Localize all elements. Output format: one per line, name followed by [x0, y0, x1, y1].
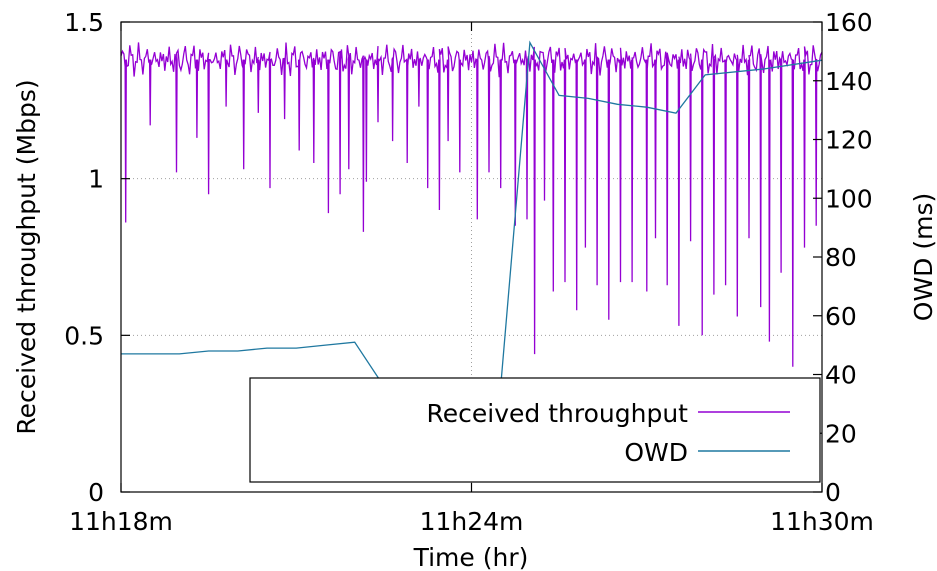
- series-line-received-throughput: [120, 42, 823, 367]
- x-axis-tick-label: 11h30m: [770, 507, 874, 536]
- left-axis-tick-label: 1.5: [64, 8, 104, 37]
- right-axis-tick-label: 100: [825, 184, 873, 213]
- x-axis-tick-label: 11h18m: [69, 507, 173, 536]
- left-axis-label: Received throughput (Mbps): [12, 79, 41, 434]
- right-axis-tick-label: 0: [825, 478, 841, 507]
- right-axis-label: OWD (ms): [909, 193, 937, 321]
- right-axis-tick-label: 20: [825, 419, 857, 448]
- grid-lines: [121, 22, 822, 492]
- right-axis-tick-label: 160: [825, 8, 873, 37]
- left-axis-tick-label: 1: [88, 165, 104, 194]
- axes: 0 0.5 1 1.5 0 20 40 60 80 100 120 140 160 11h18m 11h24…: [64, 8, 874, 536]
- x-axis-label: Time (hr): [413, 543, 529, 571]
- legend-label-owd: OWD: [624, 438, 688, 467]
- legend-box: [249, 377, 821, 483]
- right-axis-tick-label: 140: [825, 67, 873, 96]
- legend: Received throughput OWD: [249, 377, 821, 483]
- left-axis-tick-label: 0: [88, 478, 104, 507]
- right-axis-tick-label: 60: [825, 302, 857, 331]
- right-axis-tick-label: 80: [825, 243, 857, 272]
- left-axis-tick-label: 0.5: [64, 321, 104, 350]
- right-axis-tick-label: 120: [825, 126, 873, 155]
- right-axis-tick-label: 40: [825, 361, 857, 390]
- x-axis-tick-label: 11h24m: [420, 507, 524, 536]
- legend-label-throughput: Received throughput: [427, 399, 689, 428]
